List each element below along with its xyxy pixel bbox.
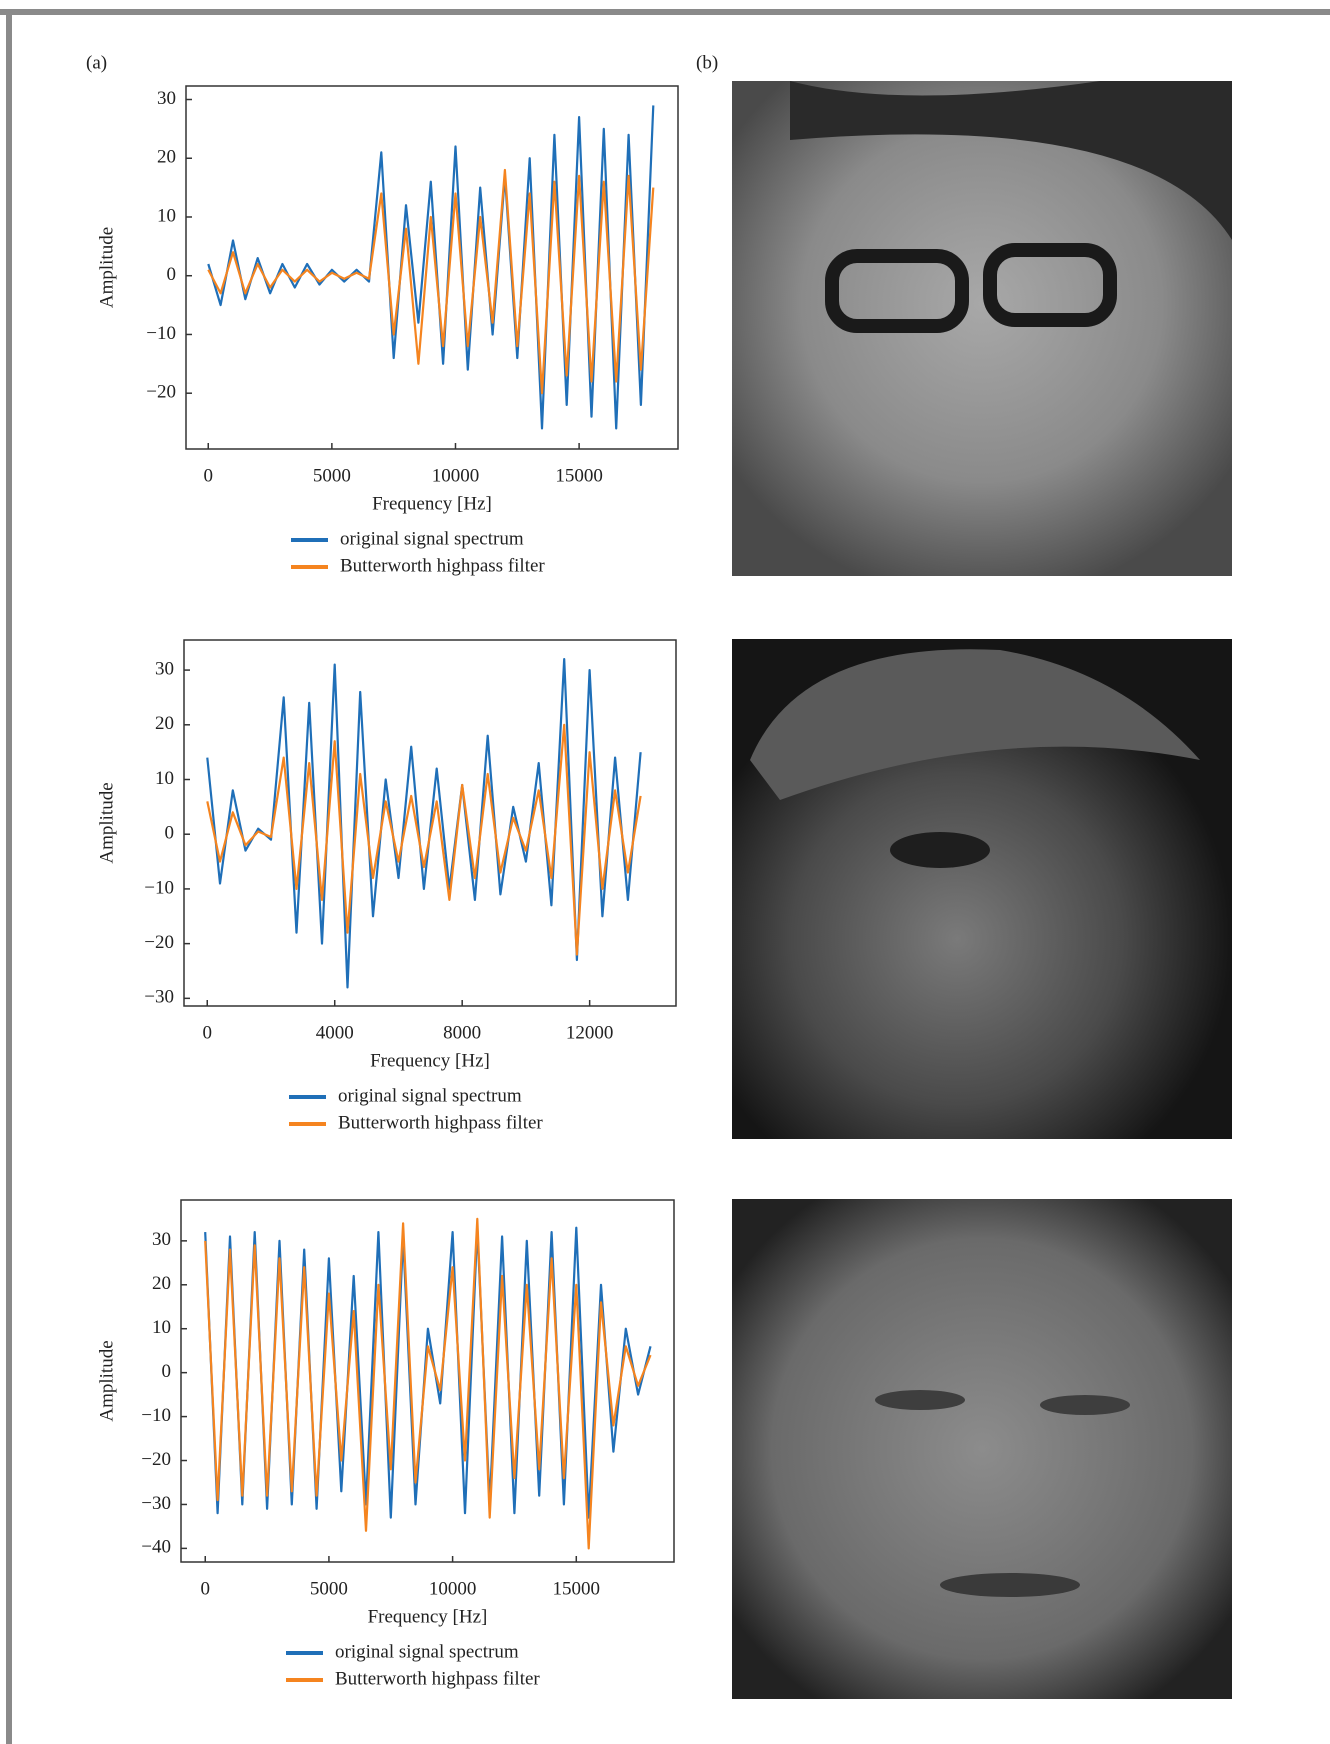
y-tick-label: −30 [144,987,174,1008]
y-tick-label: −40 [141,1537,171,1558]
legend-label: Butterworth highpass filter [338,1112,543,1133]
y-tick-label: 30 [157,88,176,109]
y-tick-label: 10 [155,768,174,789]
y-tick-label: 0 [162,1361,172,1382]
legend-label: original signal spectrum [340,528,524,549]
x-axis-label: Frequency [Hz] [370,1050,490,1071]
x-tick-label: 0 [203,1022,213,1043]
x-axis-label: Frequency [Hz] [372,493,492,514]
y-tick-label: 0 [167,264,177,285]
photo [732,639,1232,1139]
y-tick-label: −10 [144,877,174,898]
frame-left [6,9,12,1744]
y-axis-label: Amplitude [96,227,117,308]
y-axis-label: Amplitude [96,1340,117,1421]
x-tick-label: 0 [200,1578,210,1599]
y-tick-label: 30 [155,658,174,679]
x-tick-label: 5000 [310,1578,348,1599]
frame-top [0,9,1330,15]
y-tick-label: 10 [152,1317,171,1338]
panel-label: (a) [86,52,107,73]
legend-label: original signal spectrum [335,1641,519,1662]
x-tick-label: 5000 [313,465,351,486]
x-tick-label: 4000 [316,1022,354,1043]
panel-label: (b) [696,52,718,73]
y-tick-label: 10 [157,205,176,226]
x-axis-label: Frequency [Hz] [368,1606,488,1627]
y-tick-label: 20 [157,147,176,168]
chart: 0 5000 10000 15000 −20 −10 0 10 20 30 Frequency [H… [96,86,678,576]
y-tick-label: −10 [141,1405,171,1426]
y-tick-label: −10 [146,323,176,344]
photo [732,1199,1232,1699]
y-tick-label: −30 [141,1493,171,1514]
y-tick-label: −20 [146,382,176,403]
photo [732,81,1232,576]
y-tick-label: 20 [155,713,174,734]
y-tick-label: 0 [165,823,175,844]
chart: 0 5000 10000 15000 −40 −30 −20 −10 0 10 20 30 Freque… [96,1200,674,1689]
figure: (a) (b) 050001000015000−20−100102030Freq… [0,0,1330,1744]
y-tick-label: −20 [144,932,174,953]
legend-label: original signal spectrum [338,1085,522,1106]
x-tick-label: 15000 [553,1578,601,1599]
chart: 0 4000 8000 12000 −30 −20 −10 0 10 20 30 Frequency … [96,640,676,1133]
y-tick-label: 20 [152,1273,171,1294]
x-tick-label: 15000 [555,465,603,486]
x-tick-label: 10000 [432,465,480,486]
x-tick-label: 12000 [566,1022,614,1043]
y-tick-label: 30 [152,1229,171,1250]
legend-label: Butterworth highpass filter [335,1668,540,1689]
x-tick-label: 10000 [429,1578,477,1599]
y-tick-label: −20 [141,1449,171,1470]
legend-label: Butterworth highpass filter [340,555,545,576]
x-tick-label: 8000 [443,1022,481,1043]
y-axis-label: Amplitude [96,782,117,863]
x-tick-label: 0 [204,465,214,486]
